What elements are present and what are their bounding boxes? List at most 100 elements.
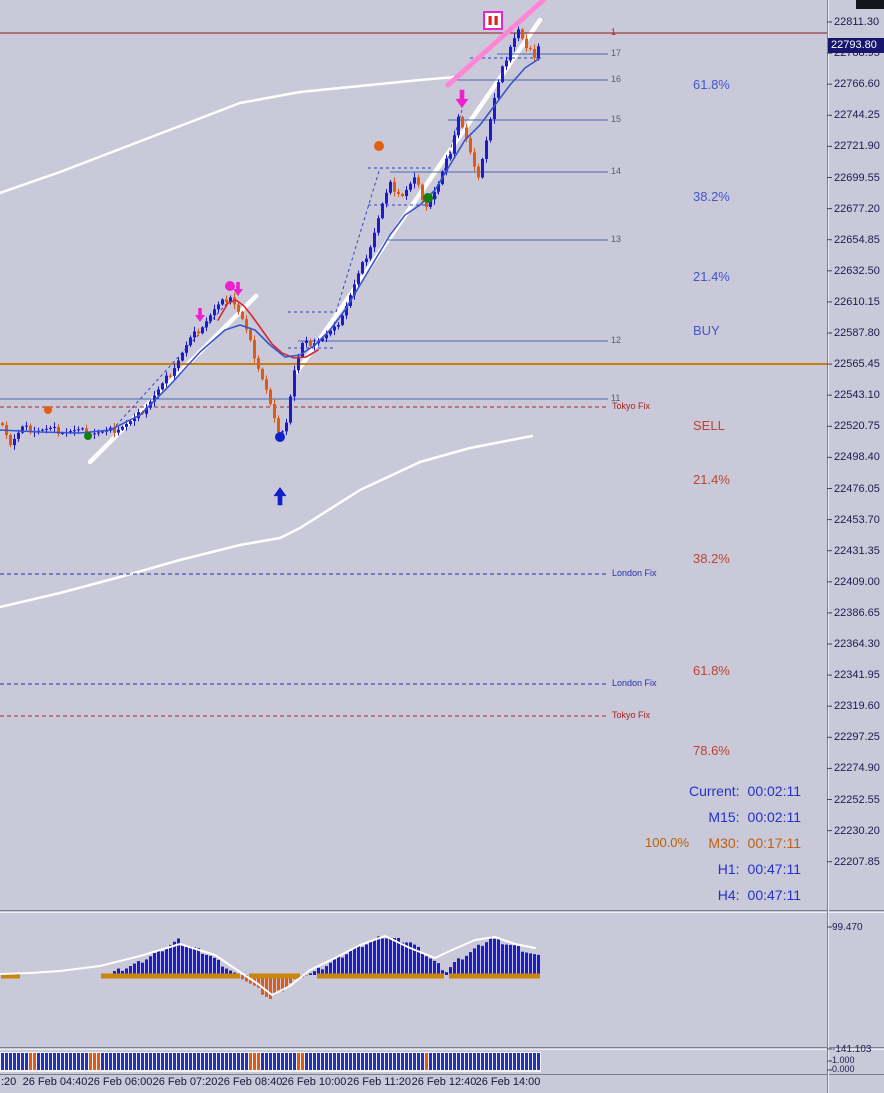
time-axis-label: 26 Feb 11:20	[346, 1076, 411, 1088]
price-axis-label: 22610.15	[834, 295, 880, 308]
time-axis-label: 26 Feb 14:00	[475, 1076, 541, 1088]
timer-label: M30:	[708, 835, 740, 851]
time-axis-label: 26 Feb 10:00	[281, 1076, 347, 1088]
down-arrow-icon	[233, 282, 243, 296]
current-price-tag: 22793.80	[828, 38, 884, 54]
fix-lines	[0, 406, 608, 717]
price-axis-label: 22632.50	[834, 264, 880, 277]
pause-signal-icon	[483, 11, 503, 30]
axis-ticks	[827, 21, 832, 1071]
timer-value: 00:47:11	[747, 887, 801, 903]
price-axis-label: 22409.00	[834, 575, 880, 588]
time-axis-label: 26 Feb 12:40	[411, 1076, 477, 1088]
price-axis-label: 22543.10	[834, 389, 880, 402]
time-axis-label: 26 Feb 06:00	[87, 1076, 153, 1088]
price-axis[interactable]	[827, 0, 884, 911]
timer-row: M15: 00:02:11	[571, 804, 801, 830]
fib-level-label: 38.2%	[693, 551, 730, 566]
time-axis[interactable]	[0, 1075, 827, 1093]
fib-level-label: 21.4%	[693, 269, 730, 284]
level-lines	[0, 32, 827, 400]
level-number: 16	[611, 74, 622, 84]
level-number: 11	[611, 393, 621, 403]
indicator-axis-label: 0.000	[832, 1064, 855, 1074]
time-axis-label: 26 Feb 07:20	[152, 1076, 218, 1088]
fix-line-label: Tokyo Fix	[612, 401, 651, 411]
level-number: 1	[611, 27, 617, 37]
price-axis-label: 22364.30	[834, 638, 880, 650]
indicator-axis-label: -141.103	[832, 1044, 872, 1055]
price-axis-label: 22341.95	[834, 669, 880, 682]
price-axis-label: 22319.60	[834, 700, 880, 713]
signal-markers	[44, 89, 469, 506]
price-axis-label: 22297.25	[834, 731, 880, 744]
price-axis-label: 22207.85	[834, 855, 880, 868]
indicator-panel[interactable]	[0, 913, 827, 1047]
window-corner-fragment	[856, 0, 884, 9]
white-channel-lines	[0, 17, 543, 609]
price-axis-label: 22587.80	[834, 327, 880, 339]
price-axis-label: 22230.20	[834, 824, 880, 837]
timer-value: 00:02:11	[747, 783, 801, 799]
price-axis-label: 22476.05	[834, 482, 880, 495]
timer-label: Current:	[688, 783, 740, 799]
level-number: 17	[611, 48, 622, 58]
timer-label: H4:	[717, 887, 740, 903]
indicator-histogram	[109, 936, 540, 999]
price-axis-label: 22699.55	[834, 171, 880, 184]
time-axis-label: 26 Feb 04:40	[22, 1076, 88, 1088]
red-ma-line	[217, 299, 319, 359]
fib-level-label: 61.8%	[693, 77, 730, 92]
price-axis-label: 22274.90	[834, 762, 880, 775]
timer-row: Current: 00:02:11	[571, 778, 801, 804]
fib-level-label: SELL	[693, 418, 725, 433]
level-number: 15	[611, 114, 622, 124]
trend-stripe-panel[interactable]	[0, 1050, 827, 1074]
price-axis-label: 22721.90	[834, 140, 880, 153]
price-axis-label: 22766.60	[834, 78, 880, 91]
fib-level-label: 61.8%	[693, 663, 730, 678]
price-axis-label: 22654.85	[834, 233, 880, 246]
timer-value: 00:47:11	[747, 861, 801, 877]
pink-trend-line	[445, 0, 548, 88]
timer-value: 00:02:11	[747, 809, 801, 825]
price-axis-label: 22565.45	[834, 358, 880, 371]
price-axis-label: 22744.25	[834, 109, 880, 122]
timer-row: M30: 00:17:11	[571, 830, 801, 856]
price-axis-label: 22252.55	[834, 793, 880, 806]
price-axis-label: 22520.75	[834, 420, 880, 433]
fib-level-label: 100.0%	[645, 835, 690, 850]
level-number: 12	[611, 335, 622, 345]
fix-line-label: London Fix	[612, 568, 657, 578]
fix-line-label: Tokyo Fix	[612, 710, 651, 720]
time-axis-partial-label: :20	[1, 1076, 17, 1088]
up-arrow-icon	[273, 487, 287, 506]
timer-value: 00:17:11	[747, 835, 801, 851]
time-axis-label: 26 Feb 08:40	[217, 1076, 283, 1088]
fib-level-label: BUY	[693, 323, 720, 338]
indicator-axis-label: 1.000	[832, 1055, 855, 1065]
blue-ma-line	[0, 57, 541, 434]
level-number: 14	[611, 166, 622, 176]
timer-row: H4: 00:47:11	[571, 882, 801, 908]
price-axis-label: 22811.30	[834, 16, 880, 28]
timer-label: H1:	[717, 861, 740, 877]
fib-level-label: 38.2%	[693, 189, 730, 204]
price-axis-label: 22431.35	[834, 544, 880, 557]
level-number: 13	[611, 234, 622, 244]
down-arrow-icon	[455, 89, 469, 108]
price-axis-label: 22498.40	[834, 451, 880, 464]
fib-level-label: 21.4%	[693, 472, 730, 487]
trend-stripes	[1, 1053, 540, 1070]
fix-line-label: London Fix	[612, 678, 657, 688]
price-axis-label: 22677.20	[834, 202, 880, 215]
fib-level-label: 78.6%	[693, 743, 730, 758]
price-axis-label: 22386.65	[834, 606, 880, 619]
current-price-value: 22793.80	[831, 39, 877, 52]
price-axis-label: 22453.70	[834, 513, 880, 526]
candlestick-series	[1, 26, 540, 450]
indicator-signal-line	[0, 935, 536, 996]
